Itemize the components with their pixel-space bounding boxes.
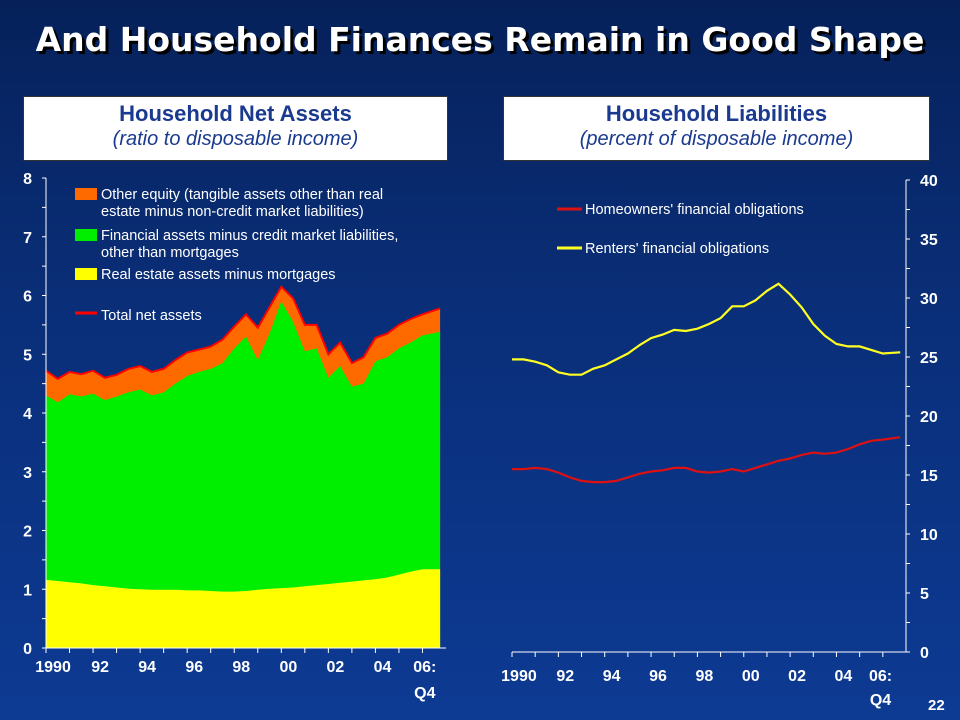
- x-tick-label: 92: [556, 668, 574, 685]
- y-tick-label: 5: [920, 586, 929, 603]
- x-tick-label: 06:: [413, 659, 436, 676]
- x-tick-label: Q4: [414, 685, 435, 702]
- legend-swatch-other-equity: [75, 188, 97, 200]
- right-panel-header: Household Liabilities (percent of dispos…: [503, 96, 930, 161]
- x-tick-label: 96: [649, 668, 667, 685]
- legend-label: Other equity (tangible assets other than…: [101, 187, 383, 203]
- x-tick-label: 04: [835, 668, 853, 685]
- y-tick-label: 25: [920, 350, 938, 367]
- y-tick-label: 10: [920, 527, 938, 544]
- y-tick-label: 7: [23, 230, 32, 247]
- total-net-assets-line: [45, 285, 441, 381]
- y-tick-label: 5: [23, 347, 32, 364]
- y-tick-label: 0: [23, 641, 32, 658]
- y-tick-label: 15: [920, 468, 938, 485]
- left-panel-header: Household Net Assets (ratio to disposabl…: [23, 96, 448, 161]
- x-tick-label: 02: [788, 668, 806, 685]
- y-tick-label: 3: [23, 465, 32, 482]
- x-tick-label: 04: [374, 659, 392, 676]
- y-tick-label: 0: [920, 645, 929, 662]
- page-number: 22: [928, 697, 945, 714]
- x-tick-label: 00: [742, 668, 760, 685]
- legend-label: Total net assets: [101, 308, 202, 324]
- x-tick-label: 1990: [35, 659, 71, 676]
- left-panel-subtitle: (ratio to disposable income): [112, 128, 359, 150]
- x-tick-label: 1990: [501, 668, 537, 685]
- legend-label: Renters' financial obligations: [585, 241, 769, 257]
- x-tick-label: Q4: [870, 692, 891, 709]
- x-tick-label: 02: [327, 659, 345, 676]
- x-tick-label: 98: [695, 668, 713, 685]
- legend-swatch-financial: [75, 229, 97, 241]
- y-tick-label: 6: [23, 289, 32, 306]
- y-tick-label: 35: [920, 232, 938, 249]
- right-panel-title: Household Liabilities: [605, 101, 828, 126]
- y-tick-label: 1: [23, 582, 32, 599]
- legend-label: other than mortgages: [101, 245, 239, 261]
- x-tick-label: 94: [138, 659, 156, 676]
- area-real-estate: [46, 569, 441, 648]
- homeowners-obligations-line: [512, 436, 901, 484]
- right-line-chart: 0 5 10 15 20 25 30 35 40 1990 92 94 96 98 00 02 04 06: Q4 H…: [501, 173, 938, 709]
- y-tick-label: 8: [23, 171, 32, 188]
- y-tick-label: 40: [920, 173, 938, 190]
- left-panel-title: Household Net Assets: [119, 101, 352, 126]
- legend-swatch-real-estate: [75, 268, 97, 280]
- y-tick-label: 20: [920, 409, 938, 426]
- y-tick-label: 30: [920, 291, 938, 308]
- x-tick-label: 00: [279, 659, 297, 676]
- area-financial-assets: [46, 301, 441, 648]
- y-tick-label: 2: [23, 524, 32, 541]
- x-tick-label: 06:: [869, 668, 892, 685]
- right-panel-subtitle: (percent of disposable income): [579, 128, 854, 150]
- renters-obligations-line: [512, 282, 901, 376]
- slide-title: And Household Finances Remain in Good Sh…: [35, 20, 925, 59]
- x-tick-label: 94: [603, 668, 621, 685]
- y-tick-label: 4: [23, 406, 32, 423]
- x-tick-label: 96: [185, 659, 203, 676]
- legend-label: Homeowners' financial obligations: [585, 202, 804, 218]
- legend-label: estate minus non-credit market liabiliti…: [101, 204, 364, 220]
- x-tick-label: 98: [232, 659, 250, 676]
- left-area-chart: 0 1 2 3 4 5 6 7 8 1990 92 94 96 98 00 02 04 06: Q4 Other eq…: [23, 171, 446, 702]
- legend-label: Real estate assets minus mortgages: [101, 267, 336, 283]
- legend-label: Financial assets minus credit market lia…: [101, 228, 398, 244]
- x-tick-label: 92: [91, 659, 109, 676]
